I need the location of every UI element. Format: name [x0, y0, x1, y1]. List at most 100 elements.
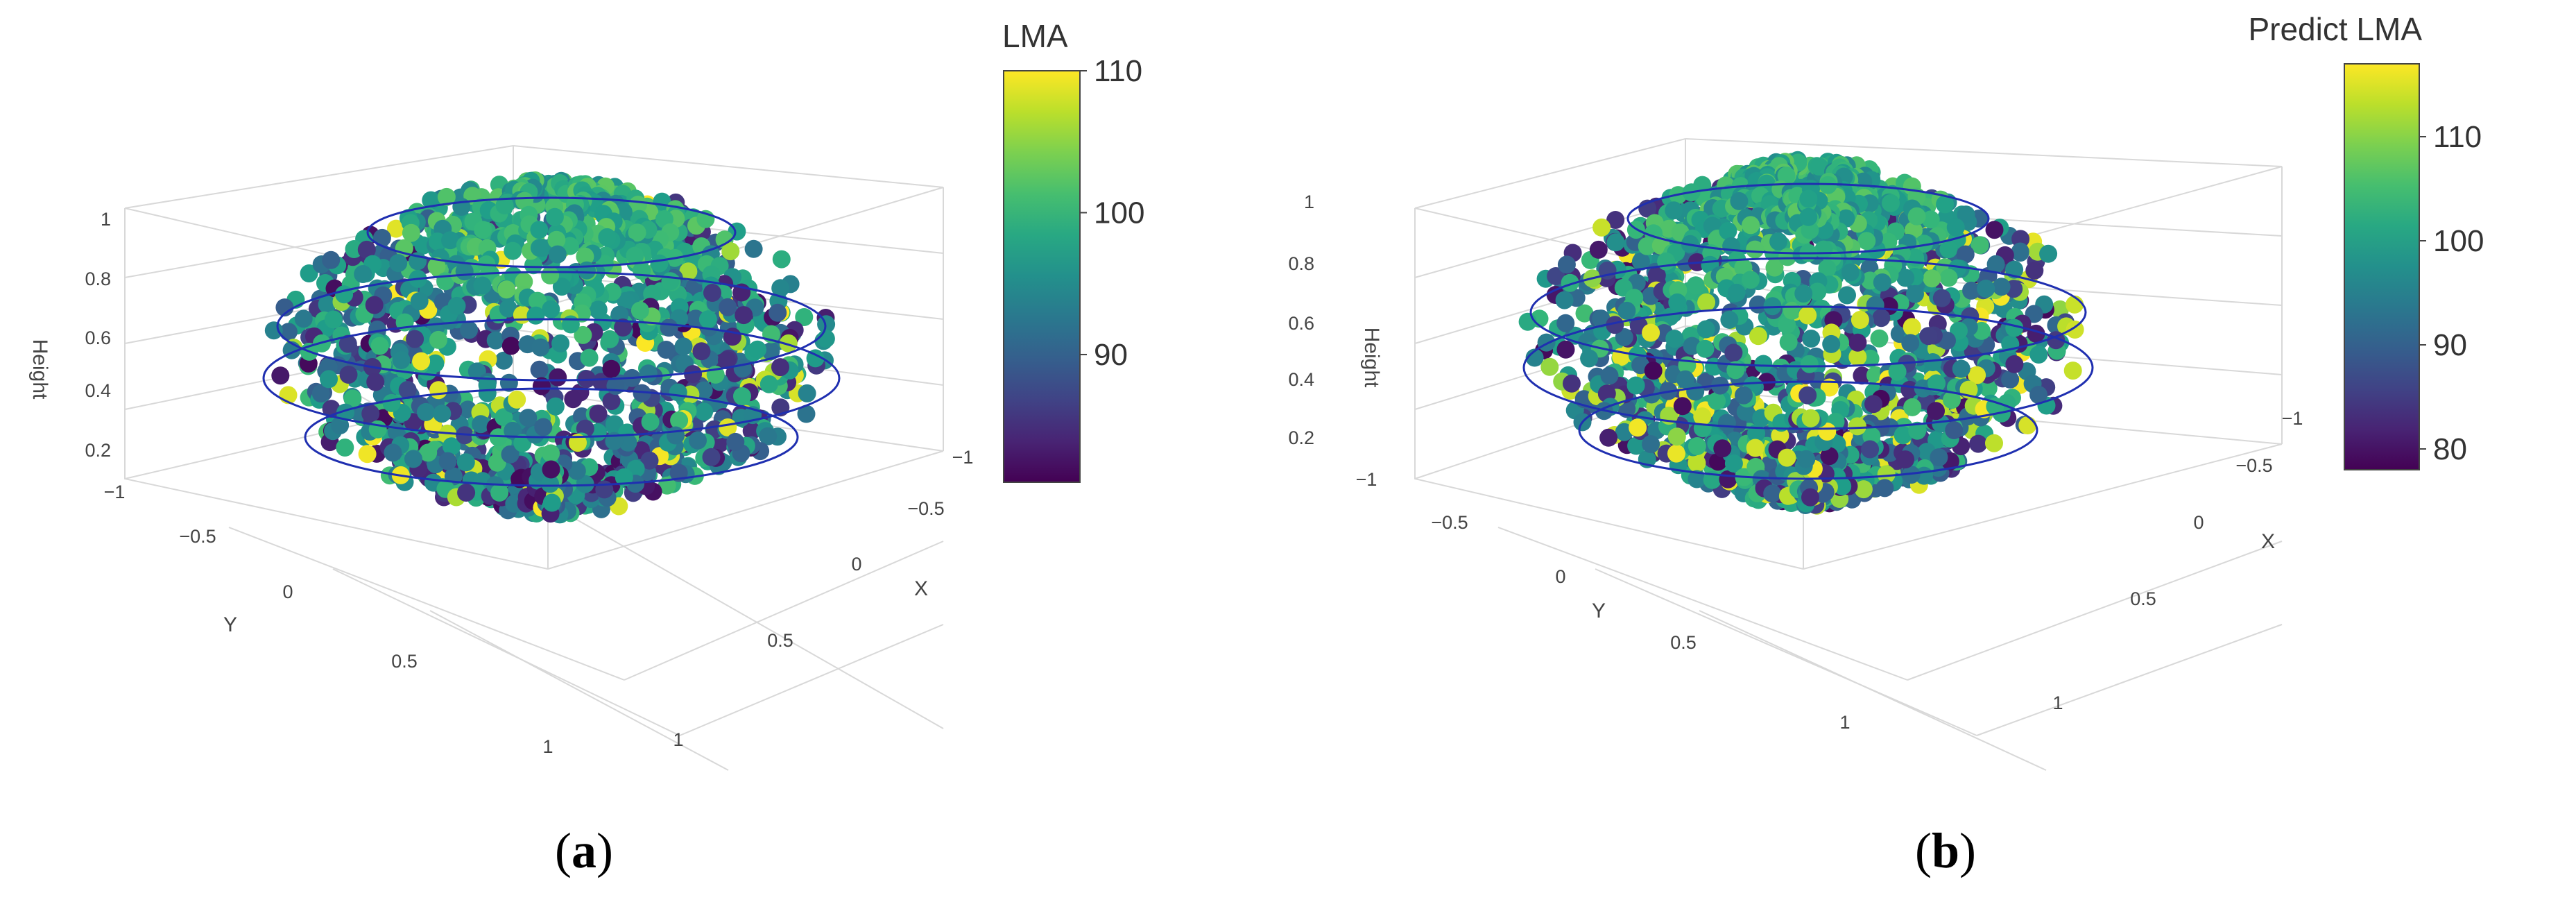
- y-tick-label: 0: [282, 581, 293, 602]
- y-tick-label: 0.5: [391, 651, 418, 672]
- data-point: [742, 422, 761, 440]
- data-point: [542, 444, 560, 463]
- grid-line: [513, 145, 944, 188]
- y-tick-label: −0.5: [179, 526, 216, 547]
- data-point: [1968, 366, 1986, 384]
- grid-line: [332, 568, 680, 736]
- data-point: [578, 261, 596, 280]
- data-point: [457, 484, 476, 502]
- data-point: [1730, 192, 1749, 210]
- data-point: [398, 381, 417, 399]
- data-point: [1848, 417, 1866, 436]
- data-point: [318, 295, 336, 314]
- axis-ticks: 0.2 0.4 0.6 0.8 1 −1 −0.5 0 0.5 1 −1 −0.5 0 0.5 1 Heigh…: [28, 209, 973, 757]
- ring-lines: [262, 196, 841, 487]
- scatter-plot-a: 0.2 0.4 0.6 0.8 1 −1 −0.5 0 0.5 1 −1 −0.5 0 0.5 1 Heigh…: [28, 18, 1144, 771]
- data-point: [816, 330, 835, 348]
- data-point: [361, 405, 380, 423]
- data-point: [504, 241, 522, 260]
- z-tick-label: 0.4: [1288, 369, 1314, 390]
- data-point: [1822, 334, 1841, 353]
- z-tick-label: 0.6: [85, 328, 111, 348]
- data-point: [1736, 402, 1755, 421]
- data-point: [504, 421, 522, 440]
- data-point: [601, 330, 619, 348]
- data-point: [1719, 221, 1737, 240]
- data-point: [1841, 263, 1860, 282]
- grid-line: [547, 450, 944, 570]
- data-point: [1615, 328, 1633, 346]
- data-point: [1667, 444, 1685, 463]
- grid-line: [124, 145, 514, 209]
- data-point: [626, 246, 644, 265]
- data-point: [698, 310, 717, 329]
- data-point: [1798, 386, 1817, 405]
- data-point: [1660, 307, 1679, 326]
- data-point: [592, 373, 610, 391]
- ring-line: [276, 271, 827, 382]
- data-point: [2005, 355, 2024, 373]
- data-point: [1629, 418, 1647, 437]
- data-point: [669, 383, 687, 402]
- data-point: [335, 285, 354, 304]
- data-point: [569, 434, 587, 452]
- data-point: [495, 196, 514, 214]
- data-point: [508, 390, 526, 409]
- data-point: [548, 245, 567, 264]
- caption-a: (a): [555, 823, 613, 878]
- data-point: [580, 348, 599, 367]
- data-point: [1742, 216, 1760, 235]
- grid-line: [1595, 568, 1977, 736]
- data-points: [1518, 151, 2084, 515]
- y-tick-label: −1: [104, 482, 126, 502]
- data-point: [1777, 167, 1796, 185]
- data-point: [719, 418, 737, 436]
- data-point: [1720, 310, 1739, 329]
- grid-line: [1685, 138, 2283, 167]
- data-point: [1599, 428, 1618, 447]
- data-point: [733, 387, 751, 405]
- data-point: [429, 381, 448, 400]
- data-point: [1724, 454, 1743, 473]
- data-point: [674, 337, 693, 356]
- data-point: [1688, 470, 1706, 488]
- x-axis-label: X: [2261, 530, 2275, 553]
- data-point: [2029, 386, 2048, 404]
- data-point: [1686, 276, 1705, 295]
- data-point: [602, 392, 621, 411]
- data-point: [2025, 261, 2044, 280]
- data-point: [719, 298, 737, 316]
- data-point: [488, 453, 506, 472]
- data-point: [1854, 480, 1873, 499]
- data-point: [1754, 355, 1773, 373]
- y-tick-label: 0: [1555, 566, 1565, 587]
- data-point: [617, 291, 635, 310]
- data-point: [798, 384, 816, 402]
- data-point: [495, 351, 513, 370]
- data-point: [501, 445, 520, 464]
- data-point: [426, 354, 445, 373]
- data-point: [264, 321, 283, 340]
- data-point: [372, 228, 391, 247]
- data-point: [1525, 348, 1544, 367]
- data-point: [549, 368, 567, 386]
- data-point: [629, 196, 647, 214]
- data-point: [1848, 348, 1867, 366]
- data-point: [474, 221, 492, 239]
- data-point: [497, 280, 516, 299]
- data-point: [404, 450, 422, 468]
- data-point: [1923, 269, 1941, 288]
- data-point: [366, 373, 385, 391]
- data-point: [1537, 333, 1556, 352]
- data-point: [530, 221, 549, 239]
- data-point: [513, 434, 532, 452]
- data-point: [615, 468, 633, 486]
- data-point: [1977, 280, 1995, 298]
- data-point: [771, 279, 790, 298]
- colorbar-tick-label: 80: [2433, 432, 2467, 466]
- grid-line: [1803, 443, 2283, 570]
- x-tick-label: 0.5: [2130, 588, 2156, 609]
- data-point: [534, 418, 553, 436]
- data-point: [1769, 232, 1788, 250]
- data-point: [1985, 434, 2003, 452]
